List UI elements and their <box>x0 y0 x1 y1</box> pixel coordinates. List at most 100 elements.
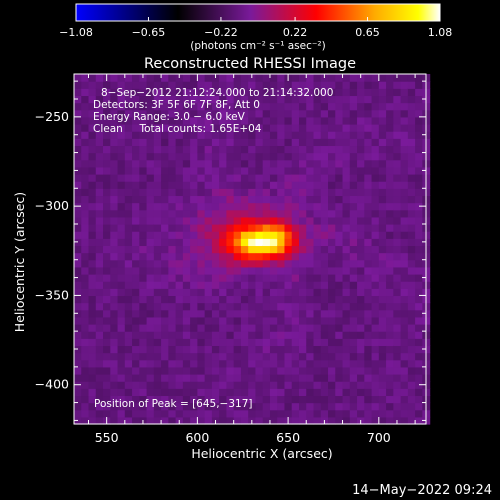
heatmap-cell <box>219 359 228 368</box>
heatmap-cell <box>277 259 286 268</box>
heatmap-cell <box>277 331 286 339</box>
heatmap-cell <box>357 359 365 368</box>
heatmap-cell <box>262 231 271 239</box>
heatmap-cell <box>88 295 97 304</box>
heatmap-cell <box>313 295 322 304</box>
heatmap-cell <box>291 259 300 268</box>
heatmap-cell <box>255 159 264 168</box>
heatmap-cell <box>313 102 322 111</box>
heatmap-cell <box>349 316 358 325</box>
heatmap-cell <box>132 252 140 261</box>
heatmap-cell <box>190 259 198 268</box>
heatmap-cell <box>182 352 191 361</box>
heatmap-cell <box>139 138 148 147</box>
heatmap-cell <box>320 88 329 97</box>
heatmap-cell <box>240 195 249 204</box>
heatmap-cell <box>328 124 336 132</box>
heatmap-cell <box>386 345 394 354</box>
heatmap-cell <box>386 95 394 104</box>
heatmap-cell <box>240 74 249 82</box>
heatmap-cell <box>320 116 329 125</box>
heatmap-cell <box>132 259 140 268</box>
heatmap-cell <box>81 138 90 147</box>
heatmap-cell <box>132 302 140 311</box>
heatmap-cell <box>240 159 249 168</box>
heatmap-cell <box>248 331 257 339</box>
heatmap-cell <box>277 109 286 118</box>
heatmap-cell <box>313 95 322 104</box>
heatmap-cell <box>233 245 242 254</box>
heatmap-cell <box>161 259 169 268</box>
heatmap-cell <box>298 274 307 282</box>
heatmap-cell <box>161 388 169 397</box>
heatmap-cell <box>349 124 358 132</box>
heatmap-cell <box>313 74 322 82</box>
heatmap-cell <box>95 288 104 297</box>
heatmap-cell <box>81 159 90 168</box>
heatmap-cell <box>415 409 423 418</box>
heatmap-cell <box>226 202 235 211</box>
heatmap-cell <box>219 295 228 304</box>
heatmap-cell <box>95 124 104 132</box>
heatmap-cell <box>226 166 235 175</box>
heatmap-cell <box>328 259 336 268</box>
heatmap-cell <box>88 174 97 182</box>
heatmap-cell <box>204 109 213 118</box>
heatmap-cell <box>190 238 198 247</box>
heatmap-cell <box>306 238 315 247</box>
heatmap-cell <box>306 145 315 154</box>
heatmap-cell <box>103 331 111 339</box>
heatmap-cell <box>117 245 126 254</box>
heatmap-cell <box>306 309 315 318</box>
heatmap-cell <box>328 395 336 404</box>
heatmap-cell <box>328 374 336 382</box>
heatmap-cell <box>349 74 358 82</box>
heatmap-cell <box>248 102 257 111</box>
heatmap-cell <box>248 166 257 175</box>
heatmap-cell <box>255 359 264 368</box>
heatmap-cell <box>124 302 133 311</box>
heatmap-cell <box>95 245 104 254</box>
heatmap-cell <box>103 202 111 211</box>
heatmap-cell <box>342 181 351 189</box>
heatmap-cell <box>88 102 97 111</box>
heatmap-cell <box>88 309 97 318</box>
heatmap-cell <box>211 181 220 189</box>
heatmap-cell <box>117 388 126 397</box>
heatmap-cell <box>415 366 423 375</box>
heatmap-cell <box>357 181 365 189</box>
heatmap-cell <box>81 316 90 325</box>
heatmap-cell <box>240 181 249 189</box>
heatmap-cell <box>364 74 373 82</box>
heatmap-cell <box>132 231 140 239</box>
heatmap-cell <box>240 395 249 404</box>
heatmap-cell <box>124 102 133 111</box>
heatmap-cell <box>132 209 140 218</box>
heatmap-cell <box>168 116 177 125</box>
heatmap-cell <box>103 338 111 347</box>
heatmap-cell <box>124 388 133 397</box>
heatmap-cell <box>277 274 286 282</box>
heatmap-cell <box>124 331 133 339</box>
heatmap-cell <box>320 302 329 311</box>
heatmap-cell <box>415 152 423 161</box>
heatmap-cell <box>386 409 394 418</box>
heatmap-cell <box>313 224 322 232</box>
heatmap-cell <box>182 324 191 332</box>
heatmap-cell <box>342 381 351 389</box>
heatmap-cell <box>132 366 140 375</box>
heatmap-cell <box>211 381 220 389</box>
heatmap-cell <box>262 245 271 254</box>
heatmap-cell <box>226 195 235 204</box>
heatmap-cell <box>269 102 278 111</box>
heatmap-cell <box>378 374 387 382</box>
heatmap-cell <box>219 188 228 197</box>
heatmap-cell <box>226 224 235 232</box>
heatmap-cell <box>161 88 169 97</box>
heatmap-cell <box>313 309 322 318</box>
heatmap-cell <box>357 274 365 282</box>
heatmap-cell <box>190 331 198 339</box>
heatmap-cell <box>291 374 300 382</box>
heatmap-cell <box>342 116 351 125</box>
heatmap-cell <box>182 116 191 125</box>
